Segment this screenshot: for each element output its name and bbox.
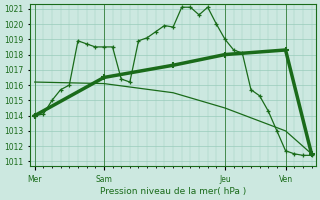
X-axis label: Pression niveau de la mer( hPa ): Pression niveau de la mer( hPa ) xyxy=(100,187,246,196)
